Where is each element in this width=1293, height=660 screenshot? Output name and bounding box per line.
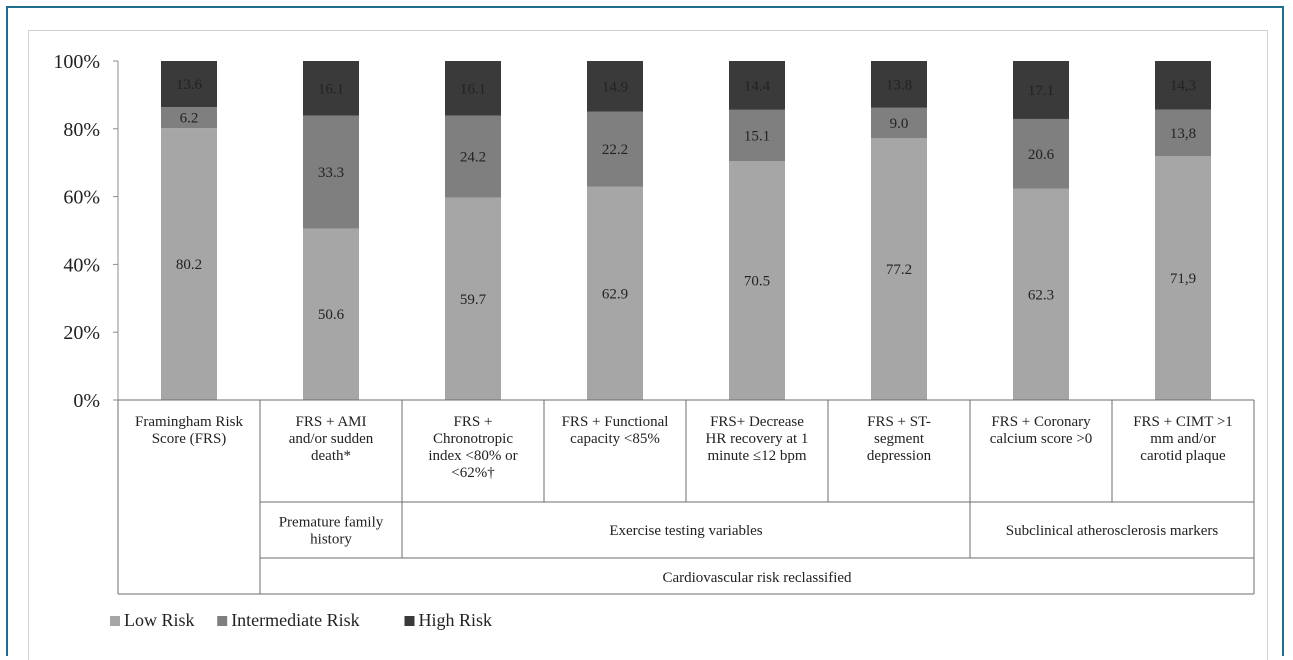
legend-label: Low Risk bbox=[124, 610, 195, 630]
bar-high-risk bbox=[445, 61, 501, 116]
bar-low-risk bbox=[1013, 188, 1069, 400]
bar-low-risk bbox=[871, 138, 927, 401]
y-tick-label: 40% bbox=[63, 254, 100, 276]
data-label: 50.6 bbox=[318, 307, 345, 323]
legend-swatch bbox=[217, 616, 228, 626]
data-label: 70.5 bbox=[744, 274, 770, 290]
data-label: 14.4 bbox=[744, 78, 771, 94]
category-label: minute ≤12 bpm bbox=[707, 448, 806, 464]
category-label: carotid plaque bbox=[1140, 448, 1226, 464]
category-label: Chronotropic bbox=[433, 431, 513, 447]
data-label: 80.2 bbox=[176, 257, 202, 273]
bar-intermediate-risk bbox=[445, 115, 501, 198]
data-label: 20.6 bbox=[1028, 147, 1055, 163]
category-label: <62%† bbox=[451, 465, 495, 481]
bar-intermediate-risk bbox=[587, 111, 643, 187]
data-label: 77.2 bbox=[886, 262, 912, 278]
data-label: 6.2 bbox=[180, 111, 199, 127]
bar-low-risk bbox=[587, 186, 643, 400]
data-label: 13.6 bbox=[176, 77, 203, 93]
category-label: FRS + AMI bbox=[296, 414, 367, 430]
bar-high-risk bbox=[303, 61, 359, 116]
data-label: 14,3 bbox=[1170, 78, 1196, 94]
category-label: HR recovery at 1 bbox=[706, 431, 809, 447]
data-label: 15.1 bbox=[744, 128, 770, 144]
super-group-label: Cardiovascular risk reclassified bbox=[662, 570, 852, 586]
bar-intermediate-risk bbox=[1013, 118, 1069, 189]
group-label: Exercise testing variables bbox=[609, 523, 762, 539]
bar-high-risk bbox=[729, 61, 785, 110]
category-label: and/or sudden bbox=[289, 431, 374, 447]
bar-low-risk bbox=[729, 161, 785, 400]
category-label: FRS+ Decrease bbox=[710, 414, 804, 430]
bar-intermediate-risk bbox=[1155, 109, 1211, 157]
category-label: capacity <85% bbox=[570, 431, 660, 447]
data-label: 62.3 bbox=[1028, 287, 1054, 303]
data-label: 62.9 bbox=[602, 286, 628, 302]
bar-high-risk bbox=[871, 61, 927, 108]
category-label: depression bbox=[867, 448, 932, 464]
category-label: Framingham Risk bbox=[135, 414, 243, 430]
category-label: death* bbox=[311, 448, 351, 464]
y-tick-label: 100% bbox=[53, 51, 100, 73]
data-label: 17.1 bbox=[1028, 83, 1054, 99]
bar-high-risk bbox=[1155, 61, 1211, 110]
bar-low-risk bbox=[303, 228, 359, 400]
group-label: Subclinical atherosclerosis markers bbox=[1006, 523, 1219, 539]
category-label: mm and/or bbox=[1150, 431, 1215, 447]
category-label: calcium score >0 bbox=[990, 431, 1093, 447]
bar-low-risk bbox=[161, 128, 217, 400]
data-label: 14.9 bbox=[602, 79, 628, 95]
group-label: Premature family bbox=[279, 515, 384, 531]
bar-low-risk bbox=[1155, 156, 1211, 400]
data-label: 59.7 bbox=[460, 292, 487, 308]
data-label: 24.2 bbox=[460, 150, 486, 166]
y-tick-label: 20% bbox=[63, 322, 100, 344]
category-label: FRS + CIMT >1 bbox=[1133, 414, 1233, 430]
category-label: Score (FRS) bbox=[152, 431, 227, 447]
legend-label: Intermediate Risk bbox=[231, 610, 359, 630]
group-label: history bbox=[310, 532, 352, 548]
category-label: index <80% or bbox=[428, 448, 517, 464]
bar-high-risk bbox=[587, 61, 643, 112]
category-label: FRS + ST- bbox=[867, 414, 931, 430]
data-label: 9.0 bbox=[890, 116, 909, 132]
data-label: 33.3 bbox=[318, 165, 344, 181]
bar-low-risk bbox=[445, 197, 501, 400]
y-tick-label: 80% bbox=[63, 119, 100, 141]
bar-high-risk bbox=[161, 61, 217, 108]
data-label: 13.8 bbox=[886, 77, 912, 93]
y-tick-label: 0% bbox=[73, 390, 100, 412]
bar-intermediate-risk bbox=[729, 109, 785, 162]
legend-swatch bbox=[110, 616, 120, 626]
category-label: FRS + Functional bbox=[562, 414, 669, 430]
data-label: 16.1 bbox=[318, 81, 344, 97]
bar-intermediate-risk bbox=[871, 107, 927, 139]
bar-high-risk bbox=[1013, 61, 1069, 119]
bar-intermediate-risk bbox=[303, 115, 359, 229]
category-label: FRS + bbox=[454, 414, 493, 430]
data-label: 22.2 bbox=[602, 142, 628, 158]
category-label: segment bbox=[874, 431, 925, 447]
legend-swatch bbox=[404, 616, 415, 626]
category-label: FRS + Coronary bbox=[991, 414, 1091, 430]
data-label: 71,9 bbox=[1170, 271, 1196, 287]
data-label: 16.1 bbox=[460, 81, 486, 97]
bar-intermediate-risk bbox=[161, 107, 217, 129]
y-tick-label: 60% bbox=[63, 187, 100, 209]
data-label: 13,8 bbox=[1170, 126, 1196, 142]
legend-label: High Risk bbox=[419, 610, 493, 630]
